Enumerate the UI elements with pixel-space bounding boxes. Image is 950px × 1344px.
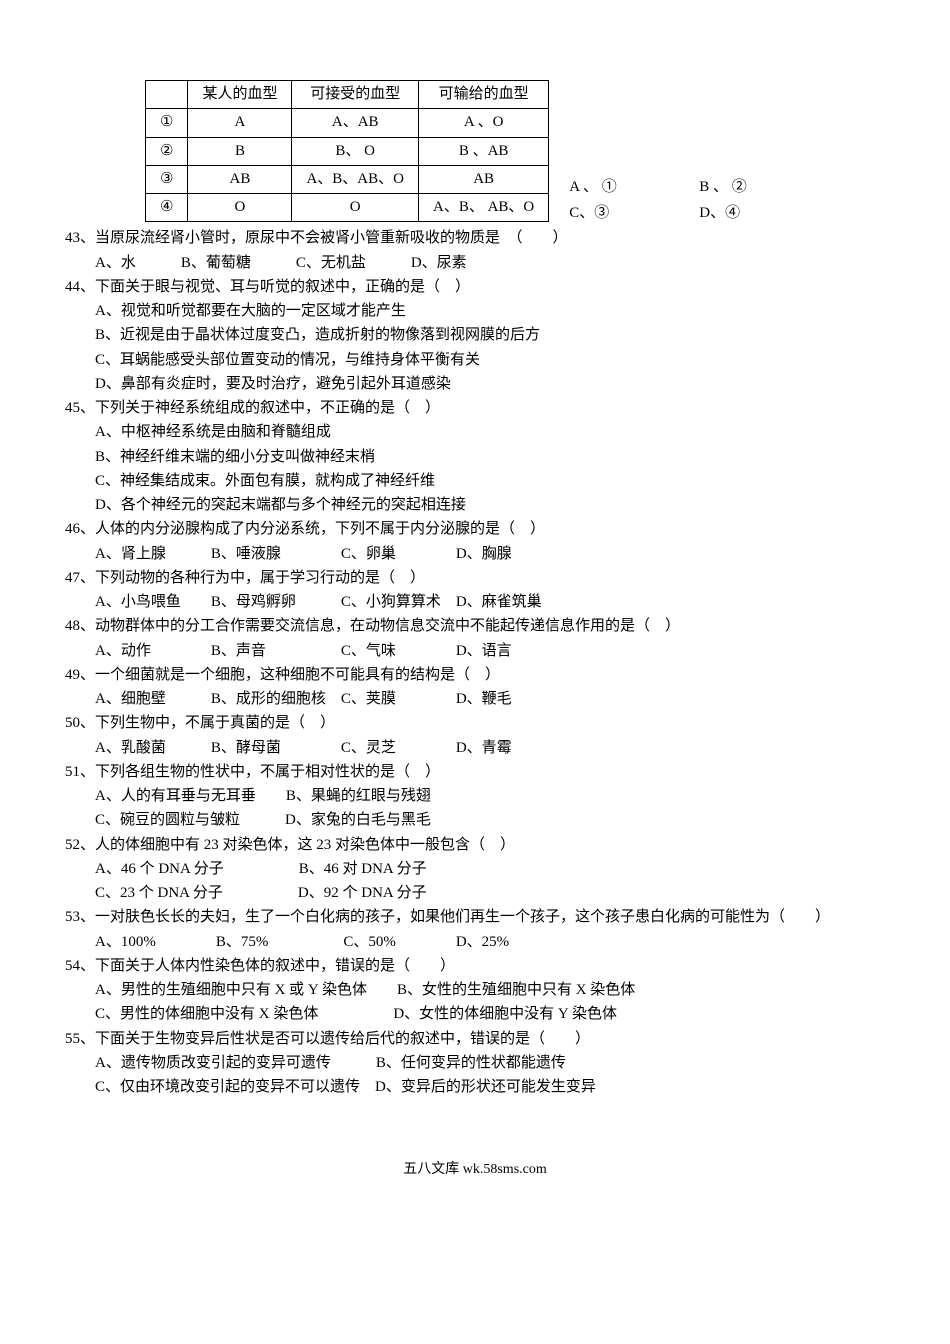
question-54: 54、下面关于人体内性染色体的叙述中，错误的是（ ） A、男性的生殖细胞中只有 … <box>65 955 885 1027</box>
question-options-line-1: A、人的有耳垂与无耳垂 B、果蝇的红眼与残翅 <box>65 785 885 808</box>
question-options-line-1: A、46 个 DNA 分子 B、46 对 DNA 分子 <box>65 858 885 881</box>
question-option-a: A、视觉和听觉都要在大脑的一定区域才能产生 <box>65 300 885 323</box>
question-option-d: D、鼻部有炎症时，要及时治疗，避免引起外耳道感染 <box>65 373 885 396</box>
table-cell: B <box>188 137 292 165</box>
question-option-c: C、神经集结成束。外面包有膜，就构成了神经纤维 <box>65 470 885 493</box>
question-options: A、水 B、葡萄糖 C、无机盐 D、尿素 <box>65 252 885 275</box>
table-cell: A、B、AB、O <box>292 165 419 193</box>
question-option-b: B、近视是由于晶状体过度变凸，造成折射的物像落到视网膜的后方 <box>65 324 885 347</box>
question-options: A、乳酸菌 B、酵母菌 C、灵芝 D、青霉 <box>65 737 885 760</box>
question-43: 43、当原尿流经肾小管时，原尿中不会被肾小管重新吸收的物质是 （ ） A、水 B… <box>65 227 885 275</box>
question-text: 49、一个细菌就是一个细胞，这种细胞不可能具有的结构是（ ） <box>65 664 885 687</box>
question-options: A、动作 B、声音 C、气味 D、语言 <box>65 640 885 663</box>
table-header-cell: 可接受的血型 <box>292 81 419 109</box>
table-cell: ④ <box>146 194 188 222</box>
question-options-line-2: C、23 个 DNA 分子 D、92 个 DNA 分子 <box>65 882 885 905</box>
question-46: 46、人体的内分泌腺构成了内分泌系统，下列不属于内分泌腺的是（ ） A、肾上腺 … <box>65 518 885 566</box>
question-option-d: D、各个神经元的突起末端都与多个神经元的突起相连接 <box>65 494 885 517</box>
question-text: 47、下列动物的各种行为中，属于学习行动的是（ ） <box>65 567 885 590</box>
table-cell: ② <box>146 137 188 165</box>
question-text: 51、下列各组生物的性状中，不属于相对性状的是（ ） <box>65 761 885 784</box>
question-option-c: C、耳蜗能感受头部位置变动的情况，与维持身体平衡有关 <box>65 349 885 372</box>
question-text: 52、人的体细胞中有 23 对染色体，这 23 对染色体中一般包含（ ） <box>65 834 885 857</box>
question-49: 49、一个细菌就是一个细胞，这种细胞不可能具有的结构是（ ） A、细胞壁 B、成… <box>65 664 885 712</box>
question-options-line-2: C、碗豆的圆粒与皱粒 D、家兔的白毛与黑毛 <box>65 809 885 832</box>
question-options: A、100% B、75% C、50% D、25% <box>65 931 885 954</box>
question-text: 53、一对肤色长长的夫妇，生了一个白化病的孩子，如果他们再生一个孩子，这个孩子患… <box>65 906 885 929</box>
table-cell: AB <box>188 165 292 193</box>
option-a: A 、 ① <box>569 175 699 201</box>
table-cell: O <box>292 194 419 222</box>
table-cell: A <box>188 109 292 137</box>
question-options: A、肾上腺 B、唾液腺 C、卵巢 D、胸腺 <box>65 543 885 566</box>
question-options-line-1: A、遗传物质改变引起的变异可遗传 B、任何变异的性状都能遗传 <box>65 1052 885 1075</box>
table-cell: A、B、 AB、O <box>418 194 548 222</box>
table-cell: ① <box>146 109 188 137</box>
question-text: 43、当原尿流经肾小管时，原尿中不会被肾小管重新吸收的物质是 （ ） <box>65 227 885 250</box>
table-cell: ③ <box>146 165 188 193</box>
right-option-group: A 、 ① B 、 ② C、③ D、④ <box>569 175 849 226</box>
question-text: 55、下面关于生物变异后性状是否可以遗传给后代的叙述中，错误的是（ ） <box>65 1028 885 1051</box>
question-55: 55、下面关于生物变异后性状是否可以遗传给后代的叙述中，错误的是（ ） A、遗传… <box>65 1028 885 1100</box>
table-header-cell: 可输给的血型 <box>418 81 548 109</box>
option-b: B 、 ② <box>699 175 829 201</box>
question-51: 51、下列各组生物的性状中，不属于相对性状的是（ ） A、人的有耳垂与无耳垂 B… <box>65 761 885 833</box>
question-text: 45、下列关于神经系统组成的叙述中，不正确的是（ ） <box>65 397 885 420</box>
table-row: ③ AB A、B、AB、O AB <box>146 165 549 193</box>
question-text: 48、动物群体中的分工合作需要交流信息，在动物信息交流中不能起传递信息作用的是（… <box>65 615 885 638</box>
page-footer: 五八文库 wk.58sms.com <box>65 1159 885 1181</box>
table-cell: B、 O <box>292 137 419 165</box>
question-option-b: B、神经纤维末端的细小分支叫做神经末梢 <box>65 446 885 469</box>
table-cell: O <box>188 194 292 222</box>
question-options-line-2: C、仅由环境改变引起的变异不可以遗传 D、变异后的形状还可能发生变异 <box>65 1076 885 1099</box>
question-48: 48、动物群体中的分工合作需要交流信息，在动物信息交流中不能起传递信息作用的是（… <box>65 615 885 663</box>
option-c: C、③ <box>569 201 699 227</box>
question-option-a: A、中枢神经系统是由脑和脊髓组成 <box>65 421 885 444</box>
blood-type-table: 某人的血型 可接受的血型 可输给的血型 ① A A、AB A 、O ② B B、… <box>145 80 549 222</box>
table-header-cell: 某人的血型 <box>188 81 292 109</box>
question-text: 50、下列生物中，不属于真菌的是（ ） <box>65 712 885 735</box>
table-row: ① A A、AB A 、O <box>146 109 549 137</box>
table-cell: A、AB <box>292 109 419 137</box>
question-options: A、小鸟喂鱼 B、母鸡孵卵 C、小狗算算术 D、麻雀筑巢 <box>65 591 885 614</box>
question-53: 53、一对肤色长长的夫妇，生了一个白化病的孩子，如果他们再生一个孩子，这个孩子患… <box>65 906 885 954</box>
table-row: ② B B、 O B 、AB <box>146 137 549 165</box>
table-section: 某人的血型 可接受的血型 可输给的血型 ① A A、AB A 、O ② B B、… <box>65 80 885 226</box>
question-45: 45、下列关于神经系统组成的叙述中，不正确的是（ ） A、中枢神经系统是由脑和脊… <box>65 397 885 517</box>
table-cell: B 、AB <box>418 137 548 165</box>
question-text: 46、人体的内分泌腺构成了内分泌系统，下列不属于内分泌腺的是（ ） <box>65 518 885 541</box>
table-row: ④ O O A、B、 AB、O <box>146 194 549 222</box>
table-cell: A 、O <box>418 109 548 137</box>
question-50: 50、下列生物中，不属于真菌的是（ ） A、乳酸菌 B、酵母菌 C、灵芝 D、青… <box>65 712 885 760</box>
question-options-line-2: C、男性的体细胞中没有 X 染色体 D、女性的体细胞中没有 Y 染色体 <box>65 1003 885 1026</box>
option-d: D、④ <box>699 201 829 227</box>
question-text: 44、下面关于眼与视觉、耳与听觉的叙述中，正确的是（ ） <box>65 276 885 299</box>
question-47: 47、下列动物的各种行为中，属于学习行动的是（ ） A、小鸟喂鱼 B、母鸡孵卵 … <box>65 567 885 615</box>
question-options-line-1: A、男性的生殖细胞中只有 X 或 Y 染色体 B、女性的生殖细胞中只有 X 染色… <box>65 979 885 1002</box>
question-text: 54、下面关于人体内性染色体的叙述中，错误的是（ ） <box>65 955 885 978</box>
table-header-cell <box>146 81 188 109</box>
question-52: 52、人的体细胞中有 23 对染色体，这 23 对染色体中一般包含（ ） A、4… <box>65 834 885 906</box>
question-options: A、细胞壁 B、成形的细胞核 C、荚膜 D、鞭毛 <box>65 688 885 711</box>
table-cell: AB <box>418 165 548 193</box>
question-44: 44、下面关于眼与视觉、耳与听觉的叙述中，正确的是（ ） A、视觉和听觉都要在大… <box>65 276 885 396</box>
